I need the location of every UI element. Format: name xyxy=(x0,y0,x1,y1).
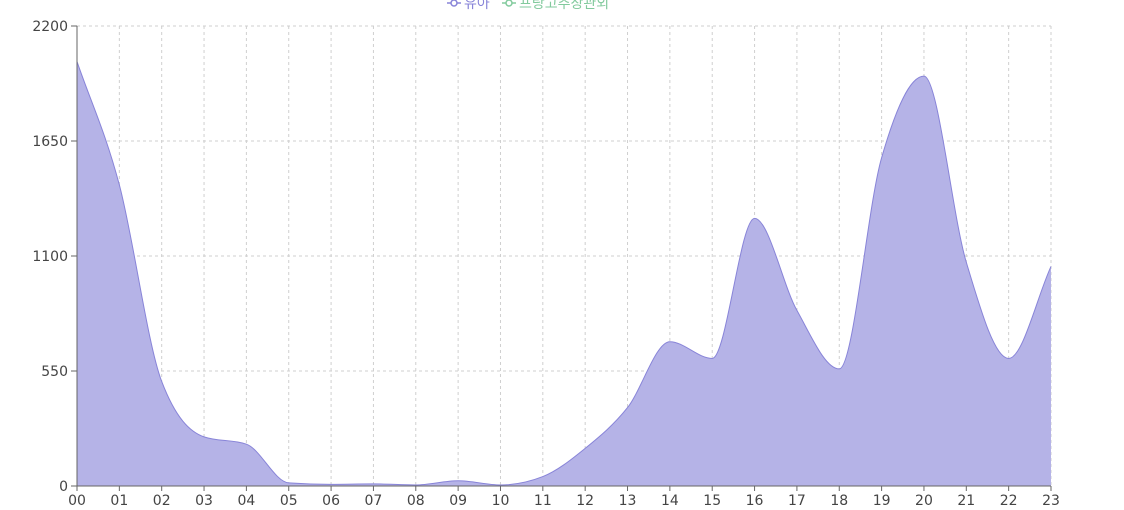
x-tick-label: 06 xyxy=(322,493,340,509)
y-tick-label: 1650 xyxy=(32,134,68,150)
x-tick-label: 21 xyxy=(957,493,975,509)
legend-marker-icon xyxy=(450,0,458,7)
x-tick-label: 11 xyxy=(534,493,552,509)
x-tick-label: 12 xyxy=(576,493,594,509)
x-tick-label: 01 xyxy=(110,493,128,509)
series-line xyxy=(76,61,1052,486)
y-tick-label: 2200 xyxy=(32,19,68,35)
chart-axes xyxy=(71,25,1052,491)
x-tick-label: 13 xyxy=(619,493,637,509)
chart-tick-labels: 0 550 1100 1650 2200 00 01 02 03 04 05 06 07 08 09 10 11… xyxy=(32,19,1060,509)
legend-item[interactable]: 유아 xyxy=(447,0,490,12)
x-tick-label: 09 xyxy=(449,493,467,509)
series-area-fill xyxy=(77,61,1051,486)
x-tick-label: 22 xyxy=(1000,493,1018,509)
legend-item[interactable]: 프랑고추장관외 xyxy=(502,0,609,12)
x-tick-label: 00 xyxy=(68,493,86,509)
x-tick-label: 14 xyxy=(661,493,679,509)
x-tick-label: 23 xyxy=(1042,493,1060,509)
x-tick-label: 18 xyxy=(830,493,848,509)
y-tick-label: 550 xyxy=(41,364,68,380)
x-tick-label: 08 xyxy=(407,493,425,509)
x-tick-label: 15 xyxy=(703,493,721,509)
x-tick-label: 05 xyxy=(280,493,298,509)
x-tick-label: 04 xyxy=(237,493,255,509)
x-tick-label: 03 xyxy=(195,493,213,509)
x-tick-label: 10 xyxy=(492,493,510,509)
x-tick-label: 16 xyxy=(746,493,764,509)
x-tick-label: 07 xyxy=(365,493,383,509)
chart-series-layer xyxy=(76,61,1052,486)
legend-label: 프랑고추장관외 xyxy=(519,0,609,12)
x-tick-label: 20 xyxy=(915,493,933,509)
x-tick-label: 19 xyxy=(873,493,891,509)
y-tick-label: 0 xyxy=(59,479,68,495)
y-tick-label: 1100 xyxy=(32,249,68,265)
legend-marker-icon xyxy=(505,0,513,7)
x-tick-label: 02 xyxy=(153,493,171,509)
legend-label: 유아 xyxy=(464,0,490,12)
chart-legend[interactable]: 유아 프랑고추장관외 xyxy=(447,0,609,12)
x-tick-label: 17 xyxy=(788,493,806,509)
